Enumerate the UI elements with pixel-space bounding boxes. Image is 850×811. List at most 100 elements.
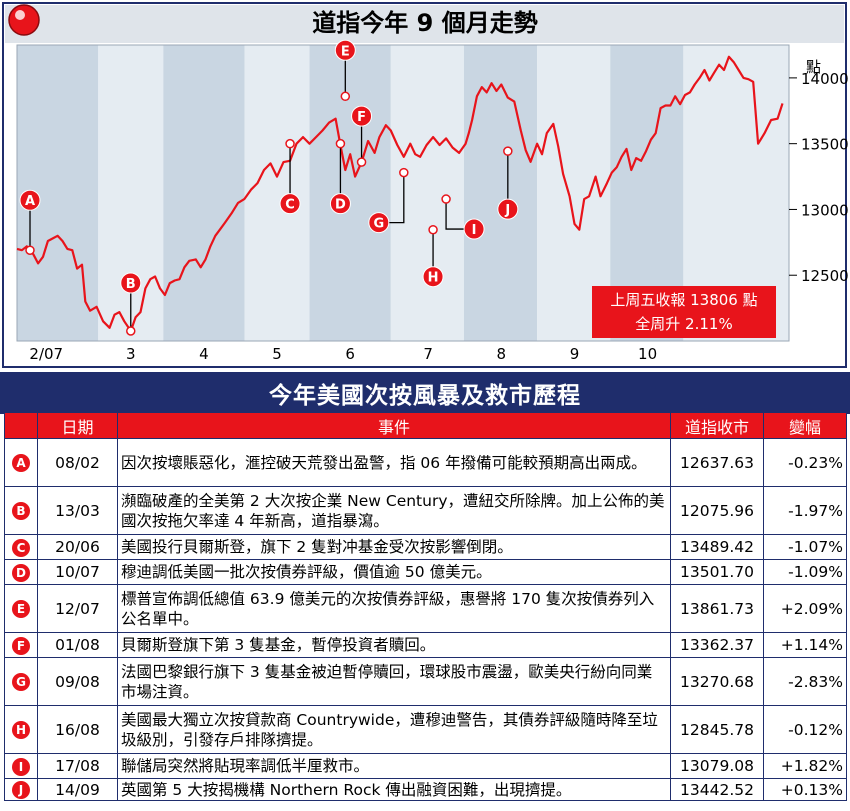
row-event: 因次按壞賬惡化，滙控破天荒發出盈警，指 06 年撥備可能較預期高出兩成。 xyxy=(117,438,671,487)
row-change: +0.13% xyxy=(763,778,847,801)
header-change: 變幅 xyxy=(763,412,847,439)
row-letter-cell: J xyxy=(4,778,38,801)
row-date: 16/08 xyxy=(37,705,118,754)
plot-area-border xyxy=(16,44,790,342)
x-tick-label: 3 xyxy=(126,345,136,363)
row-event: 瀕臨破產的全美第 2 大次按企業 New Century，遭紐交所除牌。加上公佈… xyxy=(117,486,671,535)
month-band xyxy=(390,45,464,341)
row-change: -1.97% xyxy=(763,486,847,535)
row-event: 法國巴黎銀行旗下 3 隻基金被迫暫停贖回，環球股市震盪，歐美央行紛向同業市場注資… xyxy=(117,657,671,706)
row-close: 13442.52 xyxy=(670,778,764,801)
row-close: 13861.73 xyxy=(670,584,764,633)
x-tick-label: 4 xyxy=(199,345,209,363)
row-letter-badge: I xyxy=(12,757,30,776)
title-bar xyxy=(5,5,844,43)
row-date: 10/07 xyxy=(37,559,118,585)
row-letter-badge: E xyxy=(12,600,30,618)
row-change: -0.23% xyxy=(763,438,847,487)
month-band xyxy=(309,45,391,341)
event-letter: F xyxy=(357,110,366,125)
table-row: G 09/08 法國巴黎銀行旗下 3 隻基金被迫暫停贖回，環球股市震盪，歐美央行紛向… xyxy=(4,657,847,706)
callout-box xyxy=(592,286,776,338)
row-close: 12637.63 xyxy=(670,438,764,487)
row-letter-cell: C xyxy=(4,534,38,560)
event-letter: G xyxy=(373,217,384,232)
dow-series-line xyxy=(16,55,784,333)
row-change: -2.83% xyxy=(763,657,847,706)
x-tick-label: 2/07 xyxy=(29,345,63,363)
table-row: I 17/08 聯儲局突然將貼現率調低半厘救市。 13079.08 +1.82% xyxy=(4,753,847,779)
x-tick-label: 10 xyxy=(638,345,657,363)
event-badge xyxy=(422,266,444,288)
event-letter: H xyxy=(428,271,439,286)
x-tick-label: 7 xyxy=(423,345,433,363)
event-badge xyxy=(368,212,390,234)
event-badge xyxy=(120,272,142,294)
table-row: C 20/06 美國投行貝爾斯登，旗下 2 隻對冲基金受次按影響倒閉。 13489.4… xyxy=(4,534,847,560)
row-letter-cell: A xyxy=(4,438,38,487)
event-letter: D xyxy=(335,198,346,213)
row-letter-cell: F xyxy=(4,632,38,658)
row-event: 美國投行貝爾斯登，旗下 2 隻對冲基金受次按影響倒閉。 xyxy=(117,534,671,560)
row-change: -1.07% xyxy=(763,534,847,560)
row-close: 13270.68 xyxy=(670,657,764,706)
y-tick-label: 14000 xyxy=(801,70,849,88)
row-event: 美國最大獨立次按貸款商 Countrywide，遭穆迪警告，其債券評級隨時降至垃… xyxy=(117,705,671,754)
red-ball-highlight xyxy=(15,10,25,20)
row-date: 08/02 xyxy=(37,438,118,487)
row-date: 13/03 xyxy=(37,486,118,535)
table-header-row: 日期 事件 道指收市 變幅 xyxy=(4,412,847,439)
table-row: J 14/09 英國第 5 大按揭機構 Northern Rock 傳出融資困難，出… xyxy=(4,778,847,801)
header-letter xyxy=(4,412,38,439)
event-point xyxy=(340,91,351,102)
row-event: 貝爾斯登旗下第 3 隻基金，暫停投資者贖回。 xyxy=(117,632,671,658)
row-letter-cell: E xyxy=(4,584,38,633)
row-change: +1.82% xyxy=(763,753,847,779)
row-letter-cell: G xyxy=(4,657,38,706)
row-letter-cell: I xyxy=(4,753,38,779)
row-change: -1.09% xyxy=(763,559,847,585)
chart-title: 道指今年 9 個月走勢 xyxy=(312,9,537,37)
row-letter-cell: H xyxy=(4,705,38,754)
event-letter: B xyxy=(126,277,136,292)
row-event: 英國第 5 大按揭機構 Northern Rock 傳出融資困難，出現擠提。 xyxy=(117,778,671,801)
event-letter: E xyxy=(341,44,350,59)
callout-line-2: 全周升 2.11% xyxy=(635,315,732,333)
table-banner-title: 今年美國次按風暴及救市歷程 xyxy=(269,383,581,409)
month-band xyxy=(463,45,538,341)
row-letter-badge: H xyxy=(12,721,30,739)
header-date: 日期 xyxy=(37,412,118,439)
callout-line-1: 上周五收報 13806 點 xyxy=(610,291,757,309)
event-badge xyxy=(463,218,485,240)
event-badge xyxy=(497,198,519,220)
row-change: +2.09% xyxy=(763,584,847,633)
x-tick-label: 8 xyxy=(497,345,507,363)
table-row: E 12/07 標普宣佈調低總值 63.9 億美元的次按債券評級，惠譽將 170 隻… xyxy=(4,584,847,633)
row-change: -0.12% xyxy=(763,705,847,754)
row-close: 12845.78 xyxy=(670,705,764,754)
event-badge xyxy=(334,39,356,61)
row-close: 12075.96 xyxy=(670,486,764,535)
row-date: 14/09 xyxy=(37,778,118,801)
event-badge xyxy=(329,193,351,215)
row-change: +1.14% xyxy=(763,632,847,658)
row-date: 12/07 xyxy=(37,584,118,633)
row-event: 聯儲局突然將貼現率調低半厘救市。 xyxy=(117,753,671,779)
row-event: 穆迪調低美國一批次按債券評級，價值逾 50 億美元。 xyxy=(117,559,671,585)
table-row: H 16/08 美國最大獨立次按貸款商 Countrywide，遭穆迪警告，其債券評… xyxy=(4,705,847,754)
table-row: A 08/02 因次按壞賬惡化，滙控破天荒發出盈警，指 06 年撥備可能較預期高出兩… xyxy=(4,438,847,487)
event-point xyxy=(25,245,35,255)
row-date: 20/06 xyxy=(37,534,118,560)
row-letter-cell: D xyxy=(4,559,38,585)
row-letter-cell: B xyxy=(4,486,38,535)
chart-panel: 道指今年 9 個月走勢 12500 13000 13500 14000 點 2/07 3 4 5 6… xyxy=(0,0,850,370)
row-letter-badge: A xyxy=(12,454,30,472)
event-point xyxy=(126,326,136,336)
row-date: 09/08 xyxy=(37,657,118,706)
row-letter-badge: D xyxy=(12,563,30,582)
table-row: F 01/08 貝爾斯登旗下第 3 隻基金，暫停投資者贖回。 13362.37 +1.1… xyxy=(4,632,847,658)
row-letter-badge: F xyxy=(12,636,30,655)
y-tick-label: 13500 xyxy=(801,136,849,154)
event-badge xyxy=(279,193,301,215)
event-point xyxy=(399,167,409,178)
